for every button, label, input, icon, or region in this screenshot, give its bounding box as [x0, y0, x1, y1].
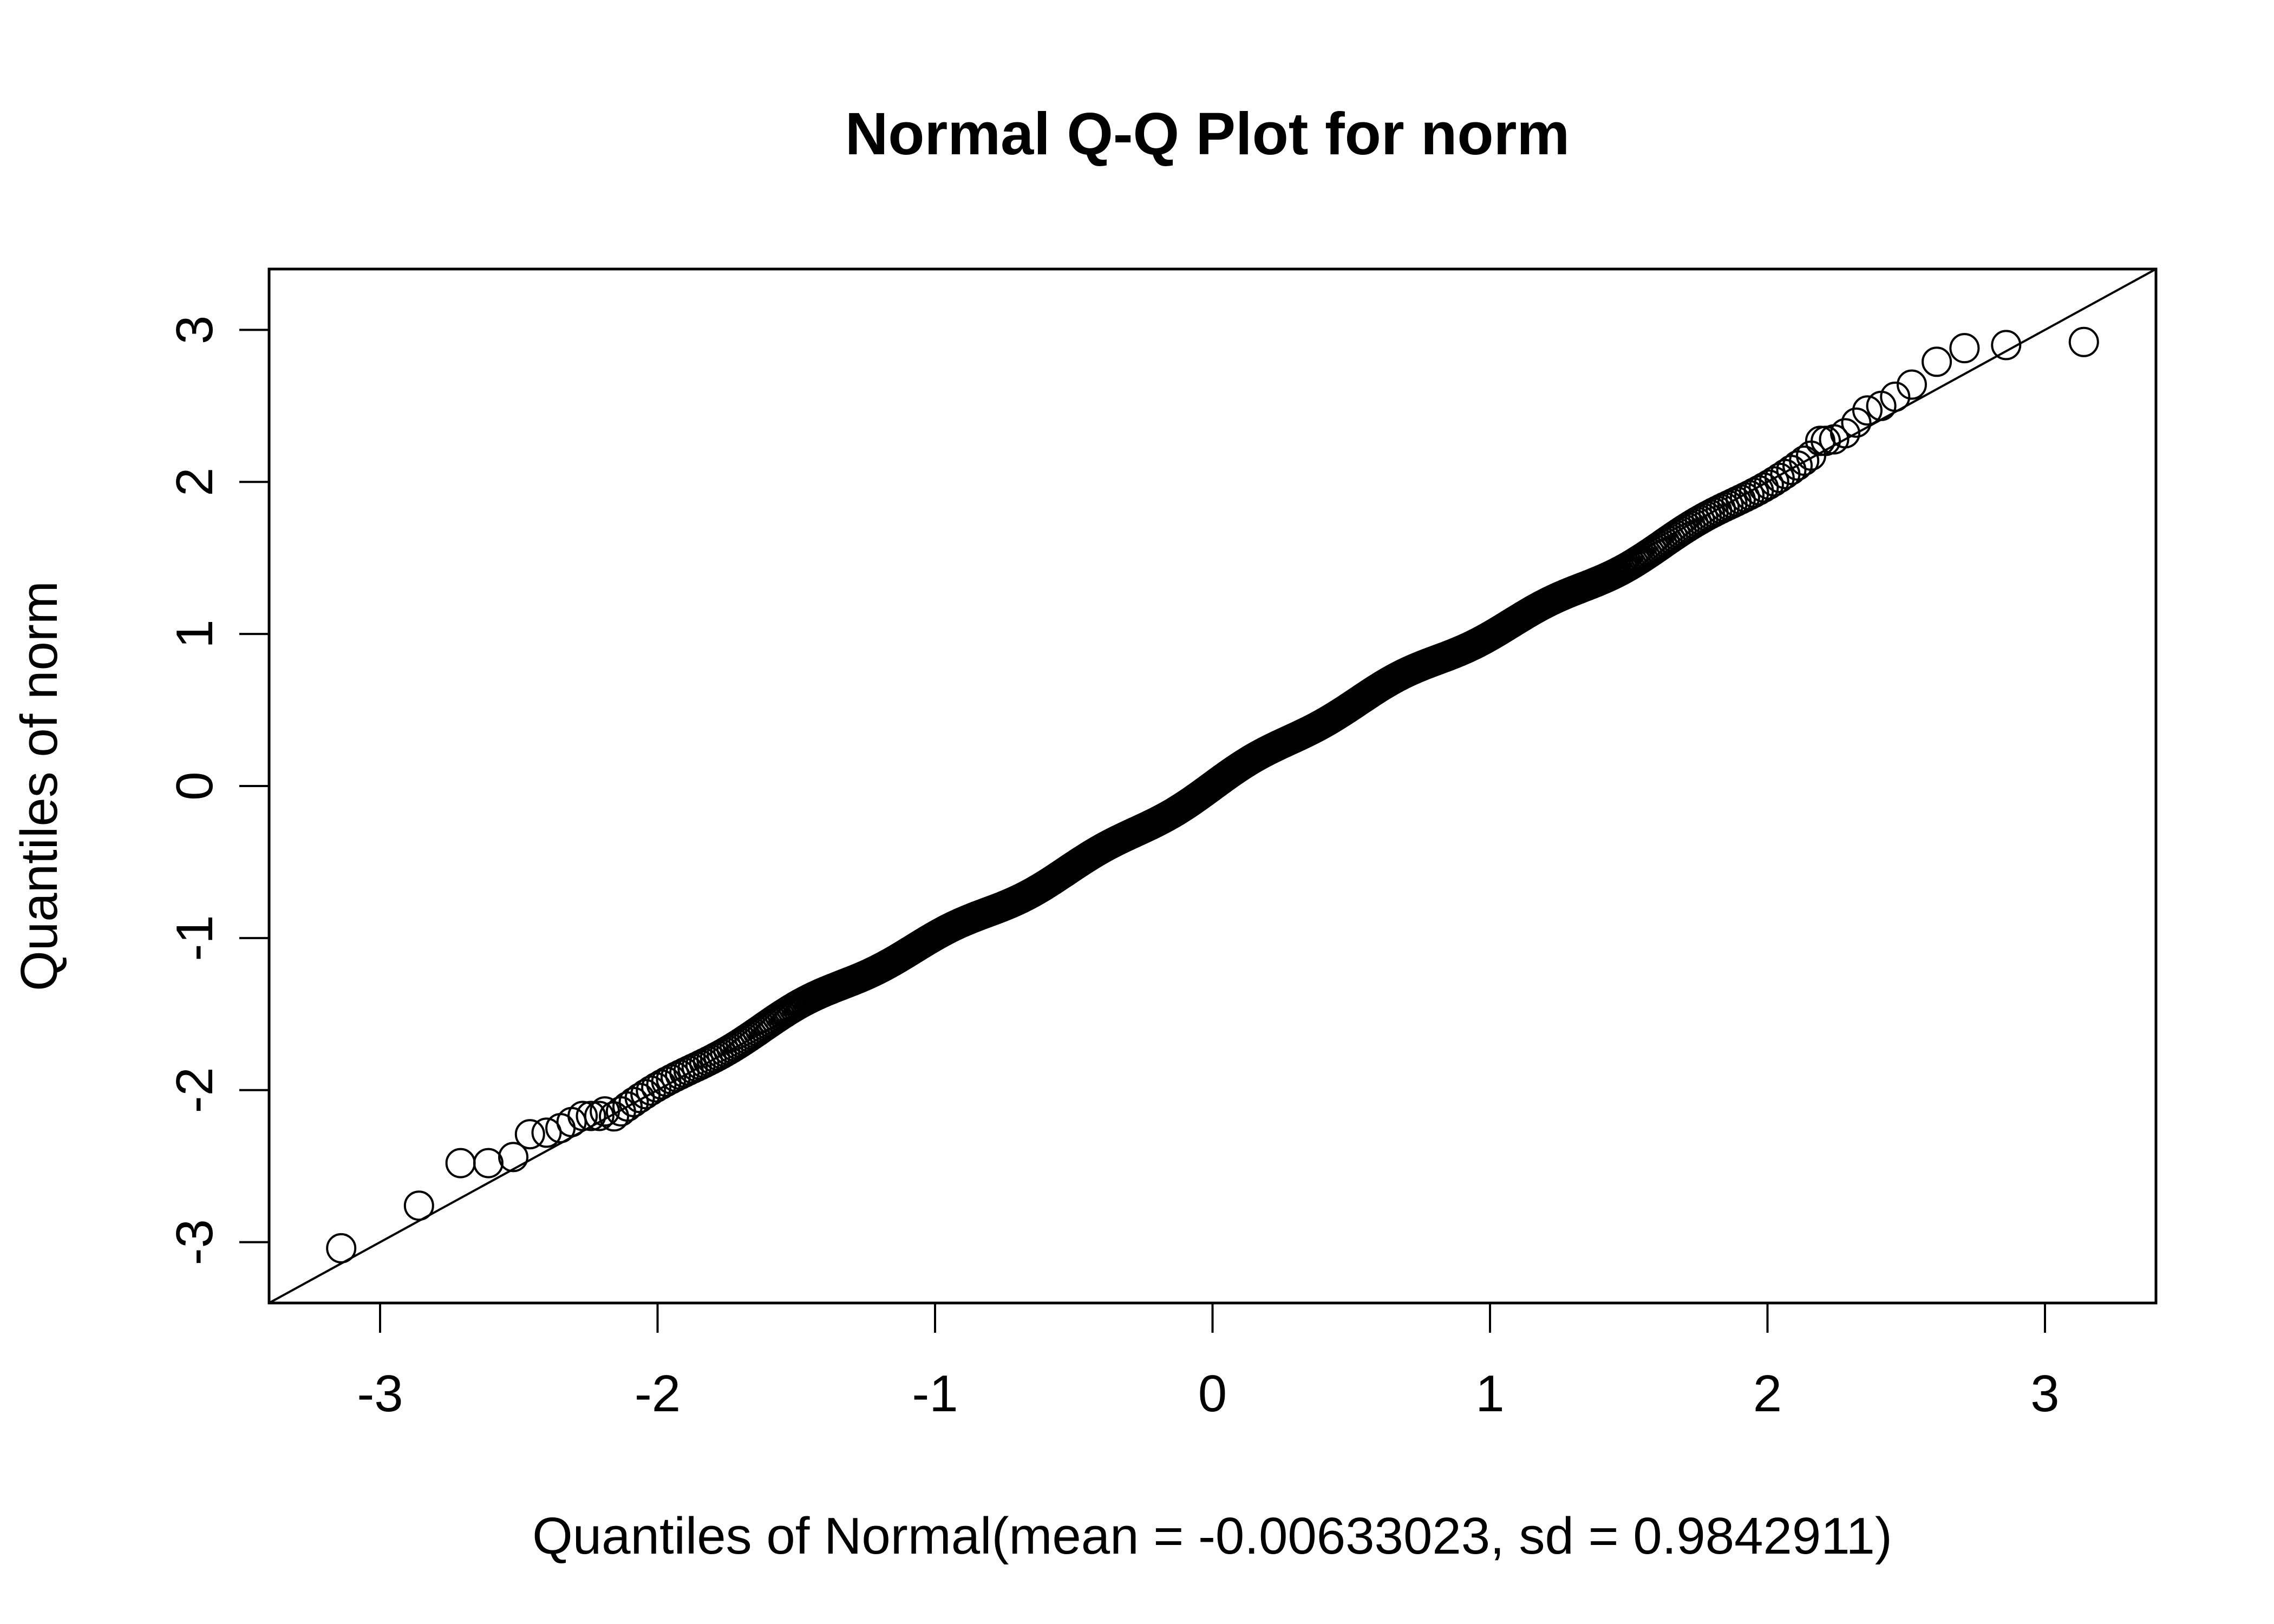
y-tick-label: 3: [166, 316, 224, 344]
data-point: [326, 1233, 357, 1263]
data-point: [1897, 369, 1927, 400]
data-point: [403, 1190, 434, 1221]
y-tick-label: 2: [166, 468, 224, 496]
data-point: [473, 1148, 504, 1178]
data-point: [1880, 381, 1911, 412]
data-point: [1841, 407, 1872, 438]
x-tick-label: 3: [2030, 1365, 2059, 1423]
x-tick-label: -1: [912, 1365, 958, 1423]
y-axis-label: Quantiles of norm: [10, 581, 68, 991]
data-point: [590, 1096, 620, 1127]
y-tick-label: 1: [166, 619, 224, 648]
y-tick-label: -1: [166, 915, 224, 961]
data-point: [1922, 346, 1952, 377]
x-axis: -3 -2 -1 0 1 2 3: [357, 1303, 2060, 1423]
data-point: [576, 1101, 606, 1131]
data-point: [1949, 333, 1980, 364]
data-point: [584, 1101, 615, 1131]
x-axis-label: Quantiles of Normal(mean = -0.00633023, …: [532, 1507, 1892, 1565]
data-point: [445, 1148, 476, 1178]
chart-title: Normal Q-Q Plot for norm: [845, 101, 1570, 167]
data-point: [514, 1119, 545, 1150]
x-tick-label: -2: [635, 1365, 681, 1423]
data-point: [1991, 330, 2022, 361]
x-tick-label: 0: [1198, 1365, 1227, 1423]
data-point: [2068, 326, 2099, 357]
x-tick-label: 1: [1475, 1365, 1504, 1423]
data-point: [556, 1106, 587, 1137]
y-axis: -3 -2 -1 0 1 2 3: [166, 316, 269, 1265]
data-point: [1852, 395, 1883, 426]
x-tick-label: -3: [357, 1365, 403, 1423]
data-point: [567, 1101, 598, 1131]
data-point: [531, 1117, 562, 1148]
plot-area: [269, 268, 2157, 1304]
y-tick-label: -3: [166, 1219, 224, 1265]
y-tick-label: -2: [166, 1067, 224, 1113]
y-tick-label: 0: [166, 771, 224, 800]
data-point: [1830, 418, 1860, 449]
data-point: [1789, 446, 1820, 476]
data-point: [498, 1142, 528, 1173]
x-tick-label: 2: [1753, 1365, 1782, 1423]
